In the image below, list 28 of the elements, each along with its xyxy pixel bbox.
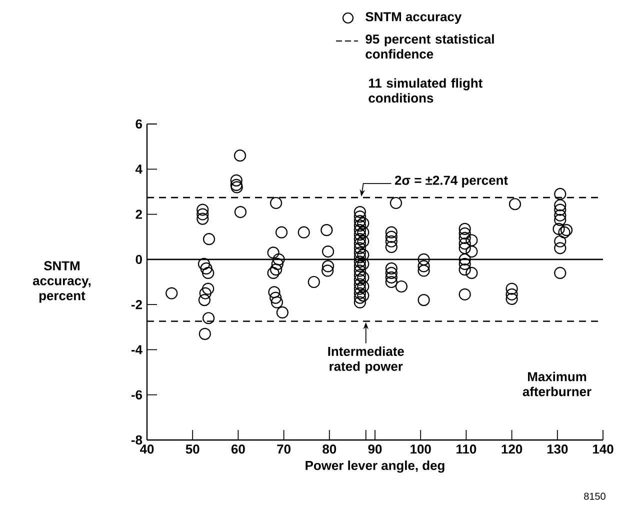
y-tick-label: -2 [131, 300, 142, 310]
text: 11 simulated flight conditions [368, 78, 482, 103]
y-tick-label: -8 [131, 435, 142, 445]
x-tick-label: 70 [277, 444, 290, 454]
x-tick-label: 110 [456, 444, 476, 454]
y-axis-title: SNTM accuracy, percent [32, 261, 91, 303]
y-tick-label: 0 [136, 254, 142, 264]
annotation: 2σ = ±2.74 percent [394, 176, 508, 188]
x-tick-label: 130 [547, 444, 568, 454]
annotation: Maximum afterburner [522, 372, 592, 396]
y-tick-label: -6 [131, 390, 142, 400]
x-tick-label: 140 [593, 444, 614, 454]
y-tick-label: 6 [136, 119, 142, 129]
x-tick-label: 40 [140, 444, 154, 454]
y-tick-label: -4 [131, 345, 142, 354]
x-tick-label: 80 [322, 444, 336, 454]
y-tick-label: 4 [135, 164, 142, 174]
annotation: Intermediate rated power [328, 346, 404, 374]
x-tick-label: 100 [410, 444, 431, 454]
y-tick-label: 2 [136, 210, 142, 219]
x-tick-label: 90 [368, 444, 382, 454]
text: 8150 [584, 492, 606, 500]
legend-label: SNTM accuracy [366, 12, 462, 24]
x-tick-label: 60 [231, 444, 245, 454]
x-axis-title: Power lever angle, deg [306, 460, 444, 473]
legend-label: 95 percent statistical confidence [366, 34, 494, 59]
x-tick-label: 50 [186, 444, 200, 454]
x-tick-label: 120 [502, 444, 522, 454]
